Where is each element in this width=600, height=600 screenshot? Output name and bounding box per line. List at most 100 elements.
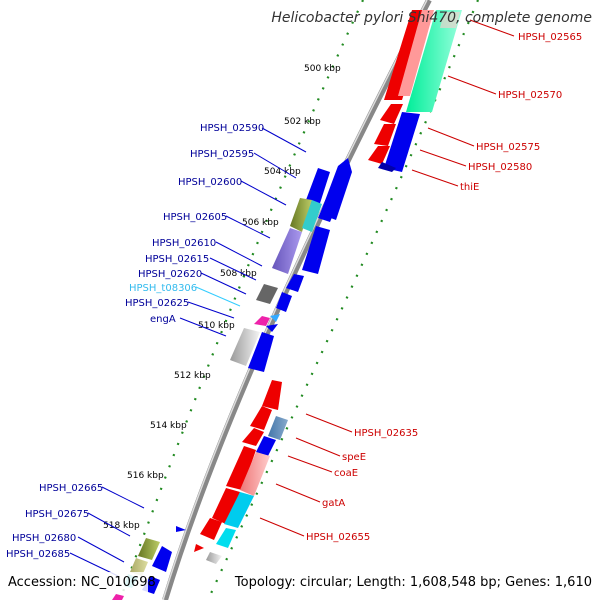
gene-feature[interactable] [254, 316, 270, 326]
gene-label[interactable]: HPSH_02685 [6, 549, 70, 560]
ruler-tick-label: 514 kbp [150, 421, 187, 431]
gene-feature[interactable] [440, 12, 460, 28]
gene-feature[interactable] [398, 10, 434, 96]
gene-feature[interactable] [130, 558, 148, 576]
gene-label[interactable]: HPSH_02580 [468, 162, 532, 173]
gene-label[interactable]: HPSH_t08306 [129, 283, 197, 294]
leader-line [427, 127, 475, 147]
footer-accession-bg [2, 572, 148, 592]
gene-feature[interactable] [212, 488, 240, 524]
gene-feature[interactable] [276, 292, 292, 312]
gene-label[interactable]: HPSH_02570 [498, 90, 562, 101]
gene-feature[interactable] [240, 452, 270, 496]
gene-feature[interactable] [250, 406, 272, 430]
leader-line [275, 483, 321, 503]
gene-feature[interactable] [216, 528, 236, 548]
footer-summary-bg [256, 572, 596, 592]
gene-feature[interactable] [176, 526, 186, 532]
leader-line [287, 455, 333, 473]
gene-label[interactable]: HPSH_02680 [12, 533, 76, 544]
leader-line [419, 149, 467, 167]
gene-feature[interactable] [266, 324, 278, 332]
leader-line [215, 241, 263, 267]
gene-feature[interactable] [226, 446, 256, 490]
ruler-tick-label: 508 kbp [220, 269, 257, 279]
gene-label[interactable]: coaE [334, 468, 358, 479]
leader-line [77, 536, 125, 563]
gene-label[interactable]: engA [150, 314, 176, 325]
gene-feature[interactable] [230, 328, 260, 366]
leader-line [253, 152, 297, 179]
gene-feature-track [230, 10, 462, 372]
gene-label[interactable]: HPSH_02595 [190, 149, 254, 160]
gene-label[interactable]: HPSH_02590 [200, 123, 264, 134]
gene-label[interactable]: HPSH_02620 [138, 269, 202, 280]
leader-line [305, 413, 353, 433]
leader-line [240, 180, 287, 206]
gene-feature[interactable] [384, 112, 420, 172]
gene-label[interactable]: HPSH_02615 [145, 254, 209, 265]
gene-label[interactable]: HPSH_02600 [178, 177, 242, 188]
gene-feature[interactable] [406, 10, 462, 112]
gene-label[interactable]: HPSH_02605 [163, 212, 227, 223]
gene-feature[interactable] [224, 492, 254, 528]
gene-label[interactable]: HPSH_02655 [306, 532, 370, 543]
leader-line [411, 169, 459, 187]
gene-feature[interactable] [152, 546, 172, 572]
left-leader-lines [69, 127, 307, 577]
gene-label[interactable]: gatA [322, 498, 345, 509]
gene-feature[interactable] [262, 380, 282, 410]
gene-feature[interactable] [248, 332, 274, 372]
gene-feature[interactable] [256, 436, 276, 456]
gene-feature[interactable] [138, 538, 160, 560]
gene-feature[interactable] [194, 544, 204, 552]
gene-feature[interactable] [206, 552, 222, 564]
gene-label[interactable]: speE [342, 452, 366, 463]
gene-feature[interactable] [270, 314, 280, 322]
ruler-tick-label: 502 kbp [284, 117, 321, 127]
gene-label[interactable]: HPSH_02625 [125, 298, 189, 309]
leader-line [187, 301, 235, 319]
gene-label[interactable]: HPSH_02635 [354, 428, 418, 439]
leader-line [295, 437, 341, 457]
gene-feature[interactable] [374, 124, 396, 146]
gene-feature[interactable] [378, 162, 396, 172]
gene-feature[interactable] [242, 428, 264, 446]
leader-line [225, 215, 271, 239]
right-leader-lines [259, 19, 515, 537]
genome-summary: Topology: circular; Length: 1,608,548 bp… [234, 575, 592, 590]
genome-backbone-outer [162, 0, 432, 600]
ruler-tick-label: 518 kbp [103, 521, 140, 531]
gene-label[interactable]: HPSH_02665 [39, 483, 103, 494]
ruler-tick-label: 510 kbp [198, 321, 235, 331]
gene-feature[interactable] [290, 198, 312, 232]
genome-title: Helicobacter pylori Shi470, complete gen… [271, 10, 592, 26]
leader-line [200, 272, 247, 295]
leader-line [447, 75, 497, 95]
gene-label[interactable]: HPSH_02675 [25, 509, 89, 520]
gene-feature[interactable] [380, 104, 403, 124]
gene-label[interactable]: HPSH_02610 [152, 238, 216, 249]
gene-feature[interactable] [268, 416, 288, 440]
gene-label[interactable]: thiE [460, 182, 479, 193]
left-gene-labels: HPSH_02590 HPSH_02595 HPSH_02600 HPSH_02… [6, 123, 264, 560]
leader-line [87, 512, 131, 537]
gene-feature[interactable] [200, 518, 222, 540]
gene-label[interactable]: HPSH_02575 [476, 142, 540, 153]
gene-feature[interactable] [318, 204, 336, 222]
gene-feature[interactable] [302, 226, 330, 274]
right-gene-labels: HPSH_02565 HPSH_02570 HPSH_02575 HPSH_02… [306, 32, 582, 543]
leader-line [261, 127, 307, 153]
gene-feature[interactable] [112, 594, 124, 600]
footer-bar: Accession: NC_010698 Topology: circular;… [2, 572, 596, 592]
gene-feature[interactable] [368, 146, 390, 164]
gene-feature[interactable] [302, 200, 322, 232]
ruler-tick-label: 504 kbp [264, 167, 301, 177]
gene-feature[interactable] [320, 158, 352, 220]
gene-feature[interactable] [272, 228, 302, 274]
gene-feature[interactable] [286, 274, 304, 292]
gene-label[interactable]: HPSH_02565 [518, 32, 582, 43]
ruler-tick-label: 512 kbp [174, 371, 211, 381]
leader-line [469, 19, 515, 37]
gene-feature[interactable] [256, 284, 278, 304]
